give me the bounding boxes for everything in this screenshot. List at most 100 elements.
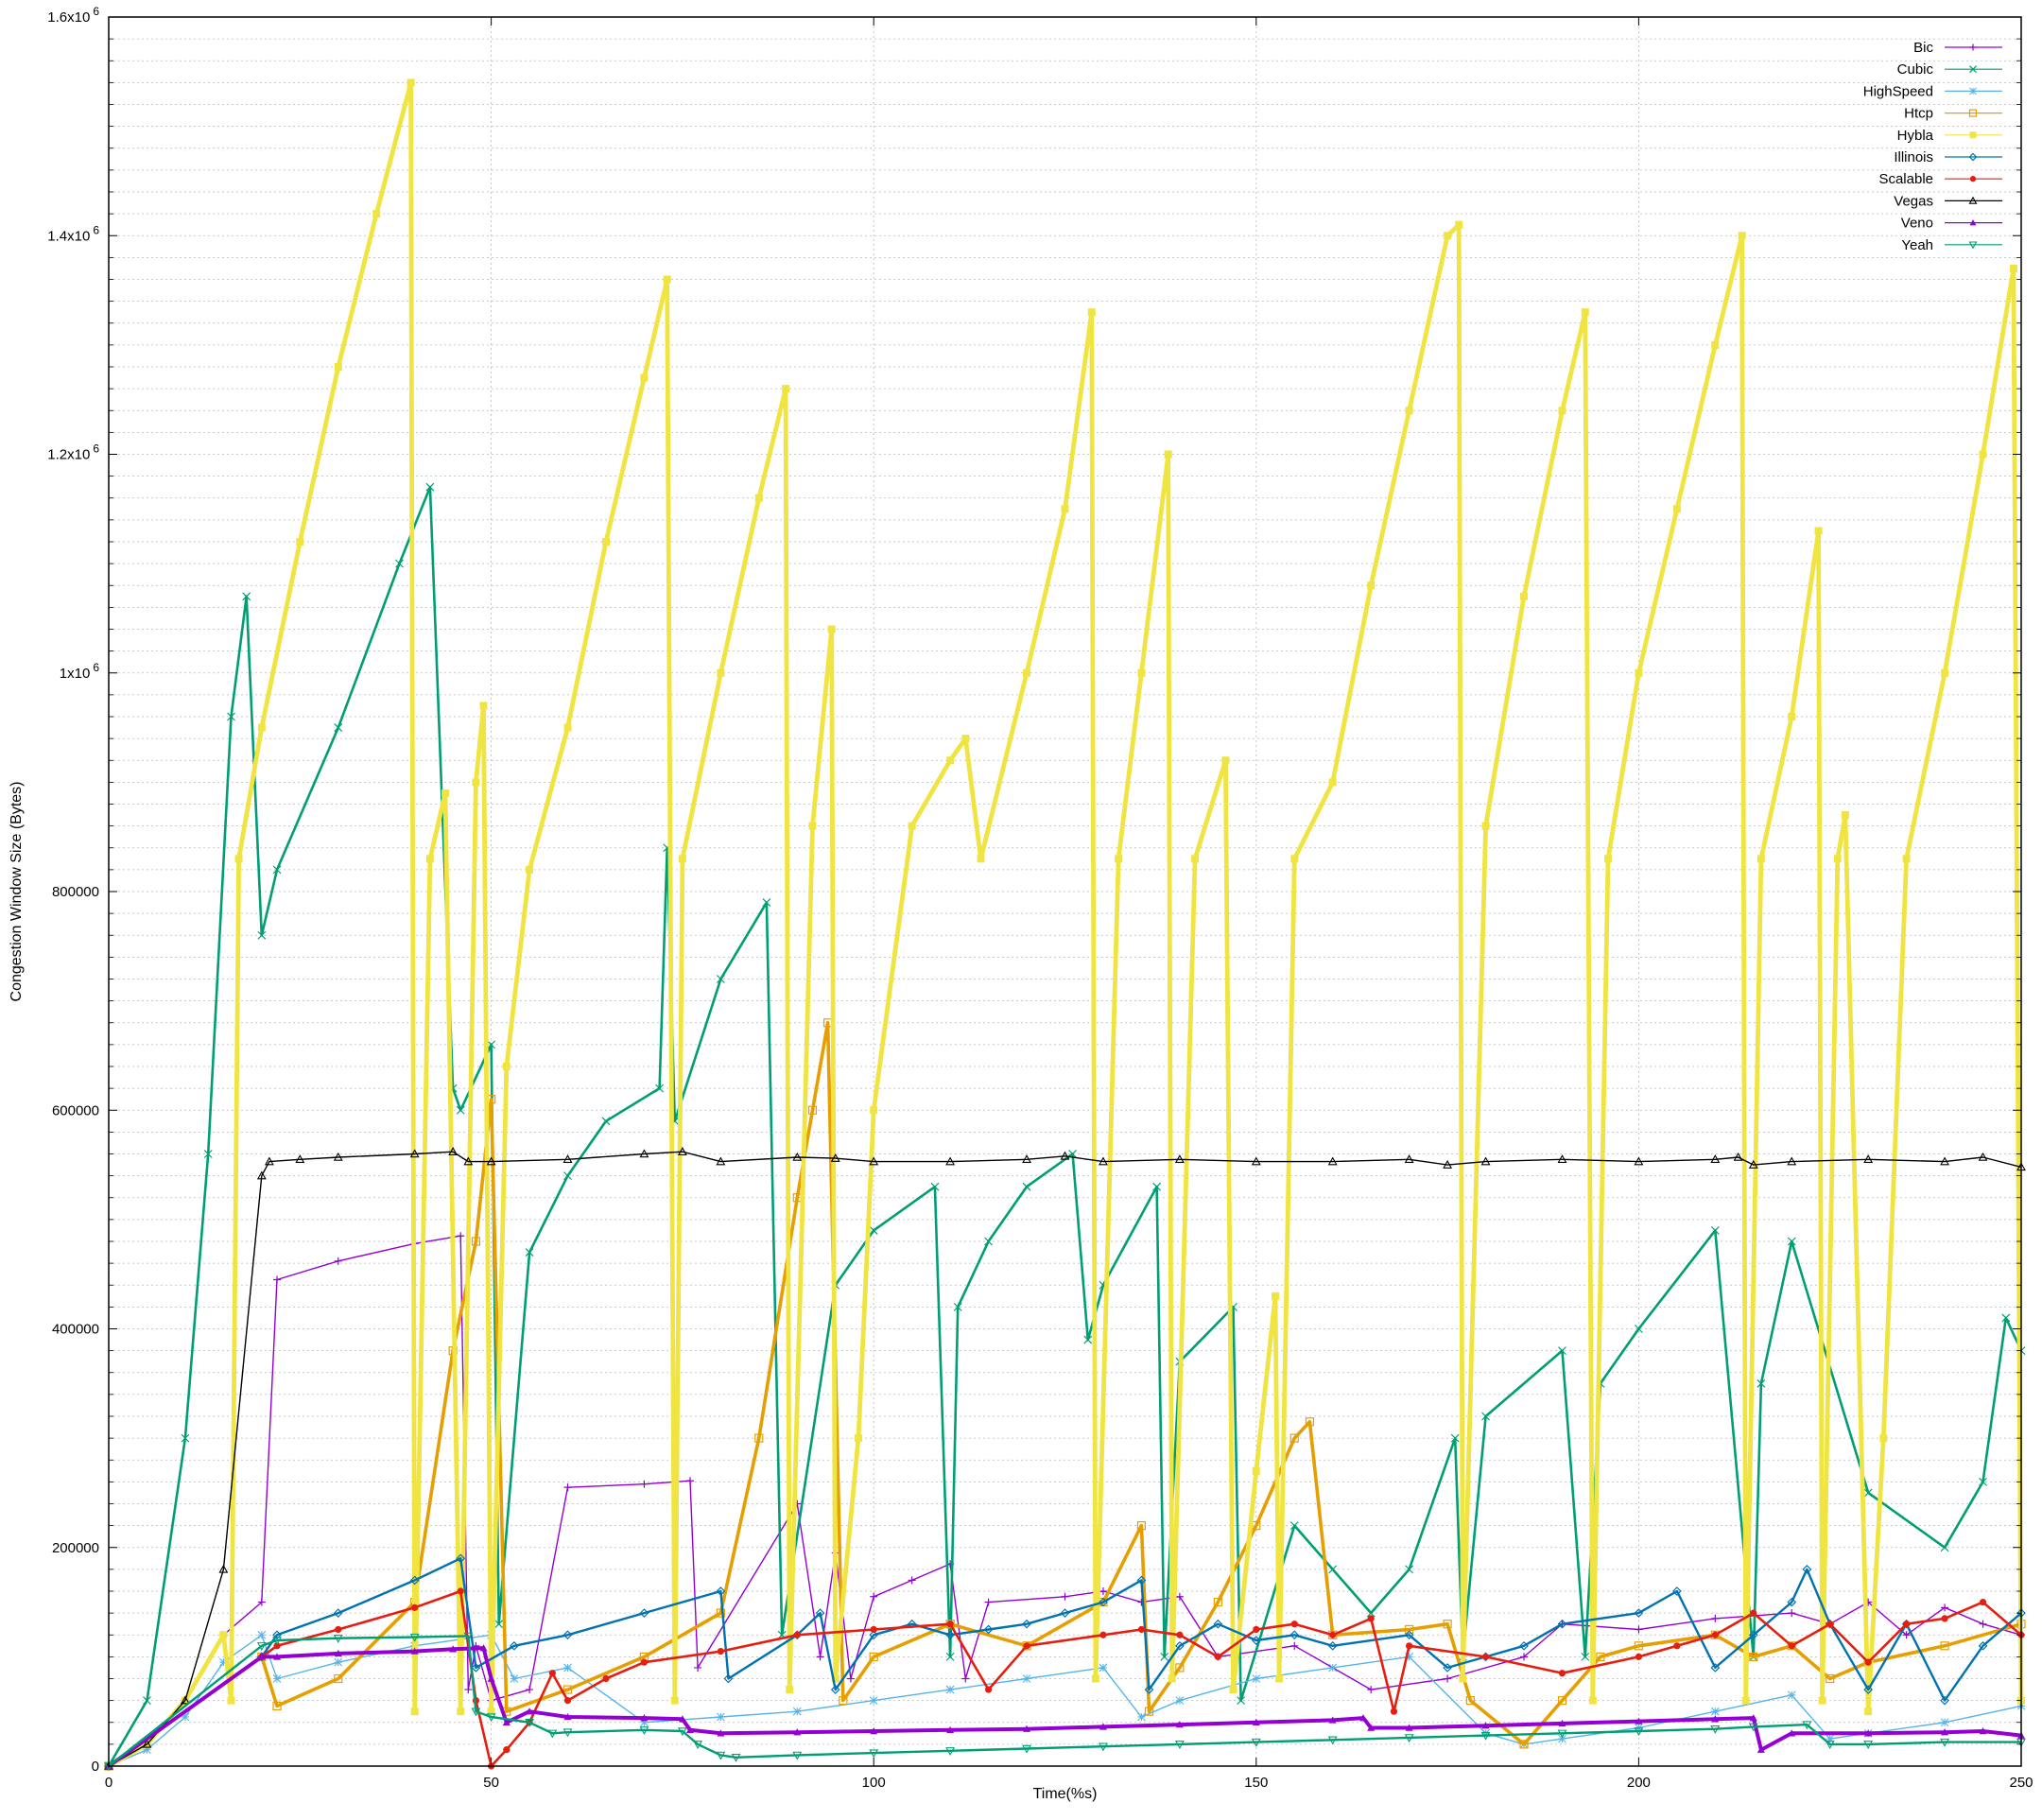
data-point — [1818, 1696, 1826, 1705]
data-point — [410, 1707, 419, 1716]
data-point — [1978, 1152, 1988, 1161]
data-point — [1519, 1640, 1529, 1651]
data-point — [1863, 1154, 1874, 1164]
data-point — [1023, 1642, 1030, 1650]
data-point — [296, 538, 304, 546]
data-point — [526, 1686, 534, 1694]
data-point — [1443, 1663, 1452, 1673]
data-point — [219, 1631, 228, 1639]
data-point — [983, 1624, 994, 1635]
data-point — [234, 855, 243, 863]
data-point — [1405, 1565, 1414, 1574]
data-point — [1588, 1696, 1597, 1705]
data-point — [601, 1117, 611, 1126]
data-point — [793, 1728, 802, 1736]
legend-item-scalable: Scalable — [1878, 171, 2002, 187]
data-point — [678, 855, 686, 863]
data-point — [869, 1749, 879, 1759]
data-point — [1328, 778, 1337, 787]
data-point — [1826, 1734, 1835, 1743]
data-point — [1672, 505, 1681, 513]
data-point — [1444, 1674, 1452, 1683]
data-point — [1634, 1325, 1643, 1333]
data-point — [1213, 1619, 1223, 1629]
data-point — [242, 592, 251, 601]
data-point — [494, 1620, 504, 1629]
data-point — [1635, 1717, 1643, 1725]
data-point — [1091, 1674, 1099, 1683]
data-point — [1022, 1674, 1031, 1683]
data-point — [1136, 1575, 1147, 1586]
data-point — [333, 1152, 343, 1161]
data-point — [1941, 1615, 1948, 1622]
data-point — [1022, 1154, 1031, 1164]
data-point — [1289, 1521, 1299, 1531]
data-point — [457, 1707, 465, 1716]
series-veno — [105, 1644, 2025, 1770]
y-tick-label: 400000 — [52, 1322, 99, 1338]
data-point — [1749, 1714, 1757, 1722]
data-point — [984, 1598, 993, 1606]
data-point — [1061, 1592, 1069, 1601]
data-point — [256, 1170, 267, 1180]
data-point — [961, 735, 970, 743]
data-point — [1558, 407, 1566, 415]
data-point — [510, 1640, 519, 1651]
data-point — [464, 1686, 473, 1694]
data-point — [816, 1653, 824, 1661]
series-line-bic — [108, 1235, 2022, 1767]
legend: Bic Cubic HighSpeed Htcp Hybla Illinois Scalab… — [1863, 40, 2002, 253]
data-point — [1060, 1151, 1070, 1160]
data-point — [602, 1674, 610, 1683]
data-point — [1174, 1154, 1185, 1164]
data-point — [1672, 1586, 1682, 1596]
data-point — [1634, 1608, 1644, 1618]
data-point — [463, 1156, 474, 1166]
data-point — [1023, 1725, 1031, 1732]
data-point — [1635, 668, 1643, 677]
data-point — [639, 1149, 649, 1158]
data-point — [830, 1153, 840, 1162]
data-point — [1710, 1725, 1721, 1734]
data-point — [562, 1685, 573, 1694]
data-point — [1290, 1621, 1298, 1628]
data-point — [1060, 1608, 1070, 1618]
data-point — [716, 1751, 726, 1760]
legend-item-yeah: Yeah — [1901, 237, 2002, 253]
data-point — [1099, 1156, 1108, 1166]
data-point — [1941, 668, 1949, 677]
data-point — [273, 1653, 282, 1660]
data-point — [272, 865, 282, 875]
data-point — [1144, 1685, 1154, 1694]
data-point — [1328, 1716, 1337, 1724]
data-point — [1557, 1619, 1567, 1629]
data-point — [1968, 152, 1978, 162]
data-point — [663, 275, 671, 284]
data-point — [526, 865, 534, 874]
data-point — [1979, 1598, 1987, 1606]
data-point — [180, 1695, 190, 1705]
data-point — [1144, 1707, 1154, 1716]
data-point — [827, 625, 836, 633]
data-point — [1634, 1156, 1644, 1166]
data-point — [869, 1156, 879, 1166]
data-point — [1328, 1663, 1338, 1673]
data-point — [1174, 1741, 1185, 1750]
data-point — [1237, 1696, 1246, 1706]
data-point — [717, 1647, 724, 1655]
data-point — [685, 1477, 694, 1485]
data-point — [264, 1156, 274, 1166]
data-point — [257, 930, 267, 940]
data-point — [1405, 1652, 1414, 1661]
data-point — [1252, 1674, 1261, 1683]
data-point — [961, 1674, 970, 1683]
data-point — [143, 1696, 151, 1706]
data-point — [984, 1686, 993, 1693]
data-point — [203, 1150, 213, 1158]
data-point — [1404, 1630, 1414, 1640]
data-point — [2009, 264, 2017, 272]
data-point — [640, 1718, 649, 1727]
data-point — [1305, 1417, 1315, 1427]
legend-label: Illinois — [1894, 149, 1933, 165]
